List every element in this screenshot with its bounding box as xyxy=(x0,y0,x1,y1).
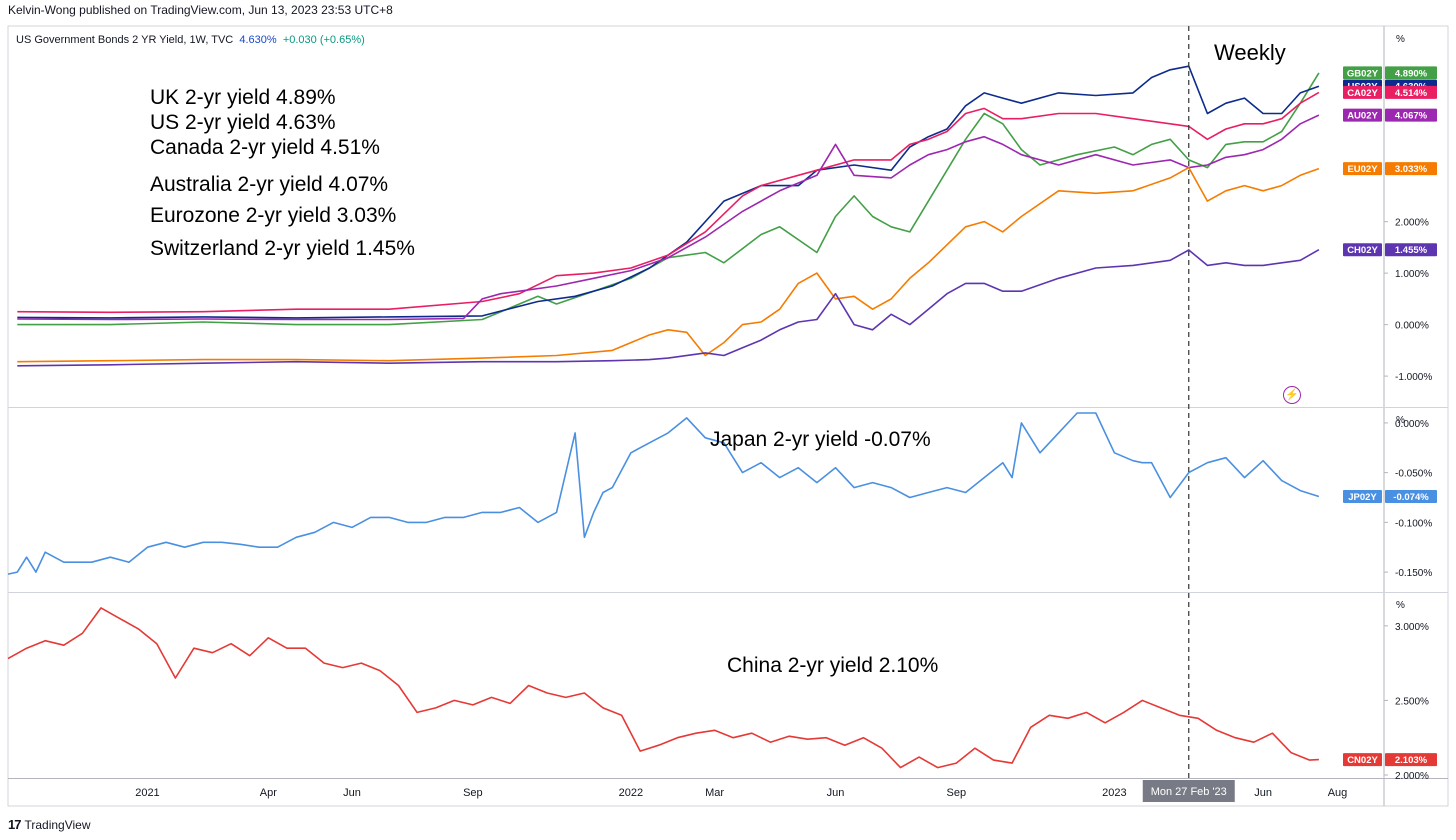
last-value-badge-ch02y xyxy=(1385,243,1437,257)
lightning-icon[interactable]: ⚡ xyxy=(1283,386,1301,404)
annotation-china: China 2-yr yield 2.10% xyxy=(727,654,939,677)
y-tick-label: 1.000% xyxy=(1395,269,1429,280)
annotation-australia: Australia 2-yr yield 4.07% xyxy=(150,173,389,196)
last-value-badge-gb02y xyxy=(1385,66,1437,80)
last-value-jp02y: -0.074% xyxy=(1393,492,1429,503)
last-value-badge-eu02y xyxy=(1385,162,1437,176)
last-value-badge-cn02y xyxy=(1385,753,1437,767)
footer-logo[interactable]: 17 TradingView xyxy=(8,817,91,832)
series-line-cn02y xyxy=(7,607,1319,769)
y-tick-label: -0.150% xyxy=(1395,568,1432,579)
series-line-us02y xyxy=(17,65,1320,319)
annotation-uk: UK 2-yr yield 4.89% xyxy=(150,86,336,109)
series-line-jp02y xyxy=(7,412,1320,575)
tradingview-logo-icon: 17 xyxy=(8,817,22,832)
last-value-badge-ca02y xyxy=(1385,85,1437,99)
last-value-badge-au02y xyxy=(1385,108,1437,122)
last-value-au02y: 4.067% xyxy=(1395,111,1428,122)
symbol-name: US Government Bonds 2 YR Yield, 1W, TVC xyxy=(16,34,234,46)
main-unit-label: % xyxy=(1396,34,1405,45)
last-code-cn02y: CN02Y xyxy=(1347,755,1378,766)
x-tick-label: Apr xyxy=(260,787,277,799)
x-tick-label: Sep xyxy=(463,787,483,799)
x-tick-label: Jun xyxy=(1254,787,1272,799)
series-line-eu02y xyxy=(17,166,1320,363)
series-line-ca02y xyxy=(17,91,1320,314)
last-value-eu02y: 3.033% xyxy=(1395,164,1428,175)
x-tick-label: Mar xyxy=(705,787,724,799)
x-tick-label: 2023 xyxy=(1102,787,1126,799)
last-code-jp02y: JP02Y xyxy=(1348,492,1377,503)
last-value-badge-jp02y xyxy=(1385,490,1437,504)
last-value-cn02y: 2.103% xyxy=(1395,755,1428,766)
annotation-japan: Japan 2-yr yield -0.07% xyxy=(710,428,931,451)
last-code-ca02y: CA02Y xyxy=(1347,88,1378,99)
x-tick-label: Aug xyxy=(1328,787,1348,799)
last-code-gb02y: GB02Y xyxy=(1347,68,1379,79)
y-tick-label: -0.050% xyxy=(1395,469,1432,480)
last-code-eu02y: EU02Y xyxy=(1347,164,1378,175)
footer-logo-text: TradingView xyxy=(24,817,91,832)
symbol-last: 4.630% xyxy=(239,34,277,46)
annotation-switzerland: Switzerland 2-yr yield 1.45% xyxy=(150,237,415,260)
y-tick-label: 2.000% xyxy=(1395,771,1429,782)
last-code-badge-cn02y xyxy=(1343,753,1382,767)
series-line-au02y xyxy=(17,114,1320,321)
last-value-ca02y: 4.514% xyxy=(1395,88,1428,99)
publisher-line: Kelvin-Wong published on TradingView.com… xyxy=(8,3,393,17)
x-tick-label: 2021 xyxy=(135,787,159,799)
last-code-au02y: AU02Y xyxy=(1347,111,1378,122)
series-line-gb02y xyxy=(17,72,1320,326)
annotation-canada: Canada 2-yr yield 4.51% xyxy=(150,136,380,159)
series-line-ch02y xyxy=(17,249,1320,367)
last-code-badge-ch02y xyxy=(1343,243,1382,257)
last-code-badge-jp02y xyxy=(1343,490,1382,504)
japan-unit-label: % xyxy=(1396,415,1405,426)
last-value-ch02y: 1.455% xyxy=(1395,245,1428,256)
y-tick-label: 0.000% xyxy=(1395,419,1429,430)
crosshair-date-label: Mon 27 Feb '23 xyxy=(1151,786,1227,798)
y-tick-label: 3.000% xyxy=(1395,622,1429,633)
annotation-eurozone: Eurozone 2-yr yield 3.03% xyxy=(150,204,397,227)
y-tick-label: 2.500% xyxy=(1395,696,1429,707)
last-code-badge-gb02y xyxy=(1343,66,1382,80)
symbol-legend: US Government Bonds 2 YR Yield, 1W, TVC … xyxy=(16,34,365,46)
china-unit-label: % xyxy=(1396,600,1405,611)
crosshair-date-badge xyxy=(1142,780,1235,802)
timeframe-label: Weekly xyxy=(1214,40,1286,65)
last-code-ch02y: CH02Y xyxy=(1347,245,1378,256)
symbol-change: +0.030 (+0.65%) xyxy=(282,34,365,46)
x-tick-label: Jun xyxy=(827,787,845,799)
chart-frame xyxy=(7,25,1449,807)
x-tick-label: 2022 xyxy=(619,787,643,799)
y-tick-label: 2.000% xyxy=(1395,218,1429,229)
last-code-badge-ca02y xyxy=(1343,85,1382,99)
y-tick-label: -1.000% xyxy=(1395,372,1432,383)
x-tick-label: Sep xyxy=(947,787,967,799)
annotation-us: US 2-yr yield 4.63% xyxy=(150,111,336,134)
x-tick-label: Jun xyxy=(343,787,361,799)
last-code-badge-eu02y xyxy=(1343,162,1382,176)
y-tick-label: 0.000% xyxy=(1395,321,1429,332)
last-value-gb02y: 4.890% xyxy=(1395,68,1428,79)
last-code-badge-au02y xyxy=(1343,108,1382,122)
y-tick-label: -0.100% xyxy=(1395,518,1432,529)
